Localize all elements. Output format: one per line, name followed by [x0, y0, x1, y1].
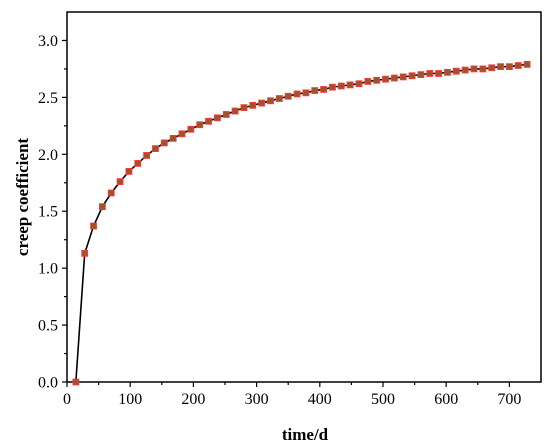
plot-area: [72, 60, 531, 386]
data-point: [505, 63, 513, 71]
data-point: [134, 160, 142, 167]
x-axis-title: time/d: [282, 425, 329, 444]
y-tick-label: 2.5: [38, 90, 58, 107]
data-point: [408, 72, 416, 80]
data-point: [426, 70, 434, 77]
axis-ticks: 0 100 200 300 400 500 600 700 0.0 0.5 1.0 1.5 2.0 2.5…: [38, 33, 521, 408]
data-point: [196, 121, 204, 129]
plot-frame: [66, 11, 542, 383]
data-point: [488, 64, 496, 72]
data-point: [187, 125, 195, 133]
y-tick-label: 2.0: [38, 147, 58, 164]
data-point: [98, 203, 106, 211]
data-point: [523, 60, 531, 68]
data-point: [320, 86, 327, 93]
data-point: [72, 378, 80, 386]
data-point: [470, 65, 478, 73]
data-point: [125, 167, 133, 175]
x-tick-label: 300: [245, 391, 269, 408]
x-tick-label: 400: [308, 391, 332, 408]
data-point: [337, 82, 345, 90]
data-point: [461, 66, 469, 74]
x-tick-label: 200: [181, 391, 205, 408]
data-point: [249, 101, 257, 109]
data-point: [81, 249, 89, 257]
data-point: [107, 189, 115, 197]
data-point: [293, 90, 301, 98]
y-tick-label: 1.5: [38, 204, 58, 221]
data-point: [205, 117, 212, 125]
y-tick-label: 0.5: [38, 318, 58, 335]
data-point: [364, 78, 372, 85]
y-tick-label: 3.0: [38, 33, 58, 50]
data-point: [444, 68, 451, 76]
x-tick-label: 500: [371, 391, 395, 408]
series-line: [75, 63, 528, 383]
data-point: [258, 99, 266, 107]
data-point: [267, 97, 274, 105]
data-point: [160, 139, 168, 147]
y-tick-label: 0.0: [38, 375, 58, 392]
axes: [66, 11, 542, 383]
data-point: [231, 107, 239, 115]
data-point: [399, 73, 407, 81]
data-point: [417, 71, 425, 79]
data-point: [116, 178, 124, 186]
data-point: [275, 95, 283, 102]
data-point: [382, 75, 389, 83]
x-tick-label: 0: [63, 391, 71, 408]
data-point: [435, 70, 443, 77]
data-point: [240, 104, 248, 112]
data-point: [329, 83, 336, 91]
data-point: [178, 130, 186, 138]
data-point: [143, 152, 151, 159]
y-tick-label: 1.0: [38, 261, 58, 278]
x-tick-label: 700: [497, 391, 521, 408]
data-point: [152, 145, 159, 153]
y-axis-title: creep coefficient: [13, 138, 32, 256]
x-tick-label: 100: [118, 391, 142, 408]
data-point: [390, 74, 398, 82]
data-point: [355, 80, 363, 88]
data-point: [373, 76, 381, 84]
x-tick-label: 600: [434, 391, 458, 408]
data-point: [311, 87, 319, 94]
data-point: [346, 81, 354, 89]
data-point: [452, 67, 460, 75]
data-point: [90, 222, 97, 230]
data-point: [514, 62, 522, 69]
data-point: [222, 111, 230, 118]
data-point: [497, 63, 504, 71]
data-point: [302, 89, 310, 97]
data-point: [214, 114, 221, 122]
data-point: [479, 65, 487, 73]
data-point: [284, 92, 292, 100]
data-point: [169, 134, 177, 142]
